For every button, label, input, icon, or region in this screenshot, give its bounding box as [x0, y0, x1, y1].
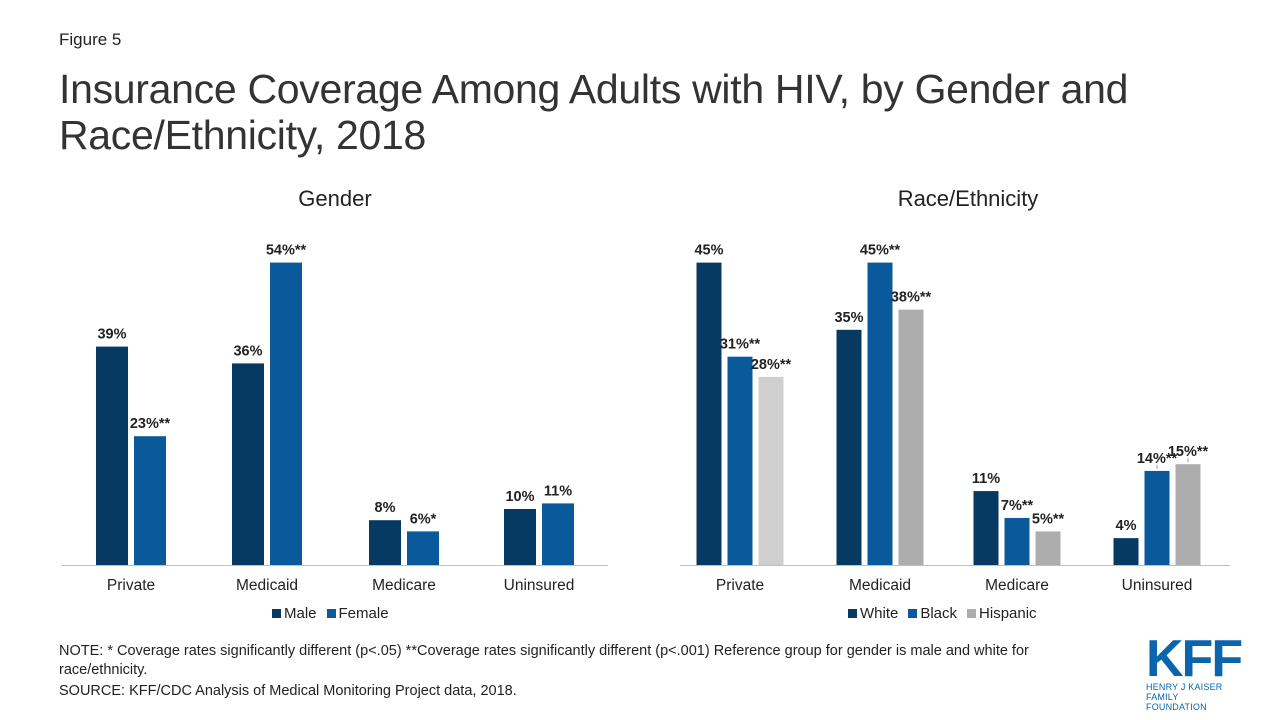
- data-label: 5%**: [1032, 511, 1065, 527]
- kff-logo-line1: HENRY J KAISER: [1146, 682, 1223, 692]
- data-label: 7%**: [1001, 498, 1034, 514]
- x-tick-label: Medicare: [985, 577, 1049, 594]
- legend-label-black: Black: [920, 605, 958, 622]
- bar-male-private: [96, 346, 128, 565]
- footnote: NOTE: * Coverage rates significantly dif…: [59, 643, 1029, 678]
- bar-male-uninsured: [504, 509, 536, 565]
- gender-panel-title: Gender: [298, 186, 372, 211]
- legend-label-white: White: [860, 605, 899, 622]
- legend-item-hispanic: Hispanic: [967, 605, 1037, 622]
- data-label: 45%: [694, 243, 723, 259]
- x-tick-label: Uninsured: [1122, 577, 1193, 594]
- gender-legend: Male Female: [272, 605, 393, 622]
- kff-logo: KFF HENRY J KAISER FAMILY FOUNDATION: [1146, 630, 1243, 712]
- legend-swatch-male: [272, 609, 281, 618]
- legend-label-male: Male: [284, 605, 317, 622]
- data-label: 54%**: [266, 243, 307, 259]
- x-tick-label: Medicaid: [236, 577, 298, 594]
- legend-item-white: White: [848, 605, 898, 622]
- legend-swatch-white: [848, 609, 857, 618]
- legend-label-female: Female: [338, 605, 389, 622]
- bar-black-medicaid: [867, 262, 893, 565]
- data-label: 31%**: [720, 337, 761, 353]
- bar-female-medicaid: [270, 262, 302, 565]
- bar-white-private: [696, 262, 722, 565]
- kff-logo-text: KFF: [1146, 630, 1243, 688]
- chart-title: Insurance Coverage Among Adults with HIV…: [59, 66, 1129, 158]
- bar-black-private: [727, 356, 753, 565]
- legend-swatch-black: [908, 609, 918, 618]
- legend-item-black: Black: [908, 605, 957, 622]
- legend-item-female: Female: [326, 605, 389, 622]
- data-label: 36%: [233, 343, 262, 359]
- race-panel-title: Race/Ethnicity: [897, 186, 1039, 211]
- data-label: 28%**: [751, 357, 792, 373]
- bar-black-uninsured: [1144, 470, 1170, 565]
- data-label: 45%**: [860, 243, 901, 259]
- kff-logo-line2: FAMILY FOUNDATION: [1146, 692, 1207, 712]
- data-label: 4%: [1116, 518, 1137, 534]
- data-label: 10%: [505, 489, 534, 505]
- data-label: 11%: [972, 471, 1000, 487]
- bar-white-medicare: [973, 491, 999, 565]
- data-label: 35%: [834, 310, 863, 326]
- legend-swatch-hispanic: [967, 609, 977, 618]
- x-tick-label: Uninsured: [504, 577, 575, 594]
- data-label: 14%**: [1137, 451, 1178, 467]
- bar-white-uninsured: [1113, 538, 1139, 565]
- data-label: 23%**: [130, 416, 171, 432]
- bar-hispanic-medicare: [1035, 531, 1061, 565]
- data-label: 8%: [375, 500, 396, 516]
- bar-hispanic-uninsured: [1175, 464, 1201, 565]
- bar-female-uninsured: [542, 503, 574, 565]
- legend-label-hispanic: Hispanic: [979, 605, 1037, 622]
- race-legend: White Black Hispanic: [848, 605, 1041, 622]
- bar-female-medicare: [407, 531, 439, 565]
- data-label: 11%: [544, 483, 572, 499]
- bar-black-medicare: [1004, 517, 1030, 565]
- bar-hispanic-private: [758, 376, 784, 565]
- bar-male-medicaid: [232, 363, 264, 565]
- bar-female-private: [134, 436, 166, 565]
- source-note: SOURCE: KFF/CDC Analysis of Medical Moni…: [59, 683, 517, 699]
- data-label: 15%**: [1168, 444, 1209, 460]
- bar-male-medicare: [369, 520, 401, 565]
- legend-swatch-female: [326, 609, 336, 618]
- data-label: 38%**: [891, 290, 932, 306]
- data-label: 6%*: [410, 511, 437, 527]
- figure-label: Figure 5: [59, 30, 122, 49]
- x-tick-label: Medicare: [372, 577, 436, 594]
- data-label: 39%: [97, 327, 126, 343]
- bar-white-medicaid: [836, 329, 862, 565]
- x-tick-label: Private: [716, 577, 764, 594]
- x-tick-label: Private: [107, 577, 155, 594]
- bar-hispanic-medicaid: [898, 309, 924, 565]
- legend-item-male: Male: [272, 605, 317, 622]
- x-tick-label: Medicaid: [849, 577, 911, 594]
